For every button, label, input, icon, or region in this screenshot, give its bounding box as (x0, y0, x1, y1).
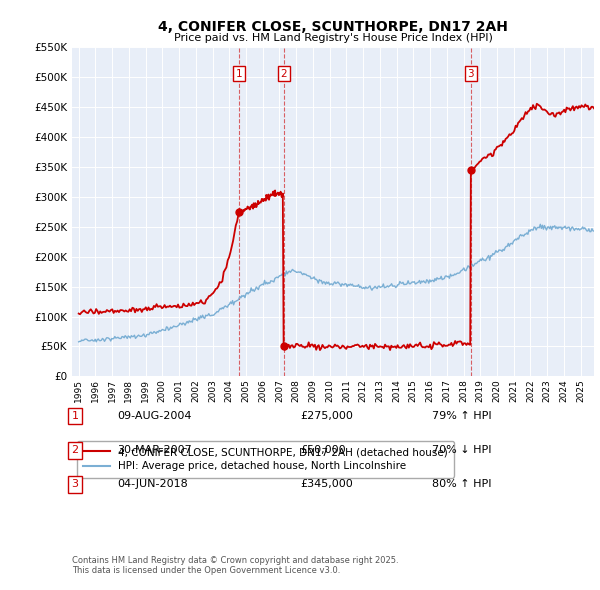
Text: 70% ↓ HPI: 70% ↓ HPI (432, 445, 491, 455)
Text: Price paid vs. HM Land Registry's House Price Index (HPI): Price paid vs. HM Land Registry's House … (173, 34, 493, 43)
Text: 3: 3 (71, 480, 79, 489)
Text: 4, CONIFER CLOSE, SCUNTHORPE, DN17 2AH: 4, CONIFER CLOSE, SCUNTHORPE, DN17 2AH (158, 19, 508, 34)
Legend: 4, CONIFER CLOSE, SCUNTHORPE, DN17 2AH (detached house), HPI: Average price, det: 4, CONIFER CLOSE, SCUNTHORPE, DN17 2AH (… (77, 441, 454, 477)
Text: Contains HM Land Registry data © Crown copyright and database right 2025.
This d: Contains HM Land Registry data © Crown c… (72, 556, 398, 575)
Text: £275,000: £275,000 (300, 411, 353, 421)
Text: 1: 1 (71, 411, 79, 421)
Text: £345,000: £345,000 (300, 480, 353, 489)
Text: £50,000: £50,000 (300, 445, 346, 455)
Text: 1: 1 (236, 68, 242, 78)
Text: 09-AUG-2004: 09-AUG-2004 (117, 411, 191, 421)
Text: 3: 3 (467, 68, 474, 78)
Text: 80% ↑ HPI: 80% ↑ HPI (432, 480, 491, 489)
Text: 2: 2 (280, 68, 287, 78)
Text: 04-JUN-2018: 04-JUN-2018 (117, 480, 188, 489)
Text: 30-MAR-2007: 30-MAR-2007 (117, 445, 192, 455)
Text: 79% ↑ HPI: 79% ↑ HPI (432, 411, 491, 421)
Text: 2: 2 (71, 445, 79, 455)
